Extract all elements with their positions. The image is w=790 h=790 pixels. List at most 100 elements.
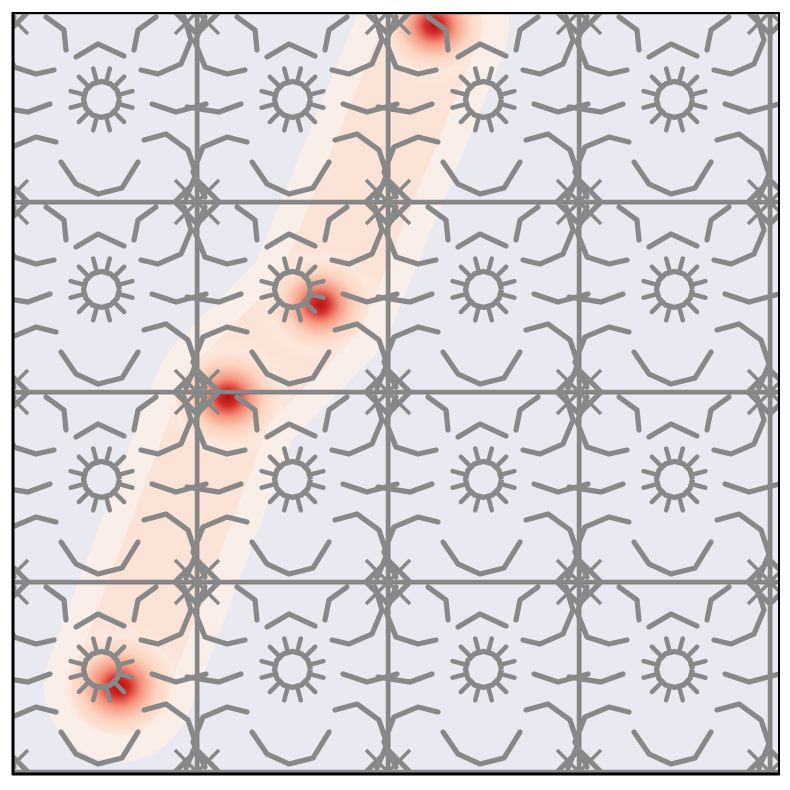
- framework-bond: [14, 204, 57, 267]
- cross-junction-icon: [173, 748, 221, 774]
- framework-bond: [322, 204, 350, 243]
- framework-bond: [646, 421, 700, 440]
- framework-bond: [375, 101, 435, 115]
- framework-bond: [646, 41, 700, 60]
- ring-motif-icon: [259, 446, 326, 513]
- framework-bond: [631, 159, 714, 197]
- framework-bond: [616, 584, 642, 623]
- framework-bond: [329, 14, 385, 77]
- framework-bond: [14, 134, 59, 200]
- framework-bond: [249, 539, 332, 577]
- framework-bond: [249, 349, 332, 387]
- cross-junction-icon: [364, 368, 412, 416]
- cross-junction-icon: [14, 558, 30, 606]
- framework-bond: [184, 671, 244, 685]
- framework-bond: [455, 231, 509, 250]
- cross-junction-icon: [173, 558, 221, 606]
- framework-bond: [646, 231, 700, 250]
- framework-bond: [520, 584, 576, 647]
- ring-motif-icon: [641, 636, 708, 703]
- framework-bond: [234, 204, 260, 243]
- framework-bond: [425, 204, 451, 243]
- ring-motif-icon: [259, 66, 326, 133]
- framework-bond: [513, 394, 541, 433]
- framework-bond: [14, 514, 59, 580]
- ring-motif-icon: [259, 636, 326, 703]
- framework-bond: [425, 584, 451, 623]
- cross-junction-icon: [555, 368, 603, 416]
- framework-bond: [455, 421, 509, 440]
- framework-bond: [375, 291, 435, 305]
- ring-motif-icon: [259, 256, 326, 323]
- framework-bond: [440, 159, 523, 197]
- framework-bond: [43, 204, 69, 243]
- cross-junction-icon: [364, 14, 412, 36]
- framework-bond: [704, 204, 732, 243]
- framework-bond: [425, 394, 451, 433]
- cross-junction-icon: [173, 14, 221, 36]
- framework-bond: [711, 14, 767, 77]
- cross-junction-icon: [746, 748, 778, 774]
- framework-bond: [722, 291, 778, 305]
- framework-bond: [322, 584, 350, 623]
- framework-bond: [722, 481, 778, 495]
- ring-motif-icon: [450, 66, 517, 133]
- framework-bond: [722, 671, 778, 685]
- cross-junction-icon: [555, 178, 603, 226]
- cross-junction-icon: [173, 368, 221, 416]
- cross-junction-icon: [746, 558, 778, 606]
- ring-motif-icon: [450, 256, 517, 323]
- framework-bond: [14, 101, 53, 115]
- framework-bond: [264, 611, 318, 630]
- ring-motif-icon: [68, 446, 135, 513]
- framework-bond: [616, 204, 642, 243]
- framework-bond: [58, 539, 141, 577]
- framework-bond: [264, 231, 318, 250]
- framework-bond: [234, 14, 260, 53]
- framework-bond: [329, 584, 385, 647]
- cross-junction-icon: [14, 178, 30, 226]
- framework-bond: [455, 611, 509, 630]
- framework-bond: [43, 394, 69, 433]
- framework-bond: [14, 671, 53, 685]
- framework-bond: [711, 204, 767, 267]
- framework-bond: [520, 204, 576, 267]
- framework-bond: [375, 481, 435, 495]
- framework-bond: [520, 14, 576, 77]
- framework-bond: [513, 204, 541, 243]
- framework-bond: [711, 584, 767, 647]
- framework-bond: [616, 394, 642, 433]
- framework-bond: [131, 14, 159, 53]
- density-halo-core: [71, 14, 482, 735]
- ring-motif-icon: [641, 66, 708, 133]
- framework-bond: [14, 14, 57, 77]
- cross-junction-icon: [746, 368, 778, 416]
- ring-motif-icon: [450, 636, 517, 703]
- framework-bond: [138, 14, 194, 77]
- framework-bond: [14, 481, 53, 495]
- cross-junction-icon: [364, 748, 412, 774]
- framework-bond: [14, 584, 57, 647]
- ring-motif-icon: [68, 636, 135, 703]
- framework-bond: [375, 671, 435, 685]
- framework-bond: [513, 14, 541, 53]
- framework-bond: [704, 584, 732, 623]
- framework-bond: [440, 729, 523, 767]
- cross-junction-icon: [555, 748, 603, 774]
- framework-bond: [14, 394, 57, 457]
- framework-bond: [131, 394, 159, 433]
- cross-junction-icon: [555, 558, 603, 606]
- framework-bond: [58, 729, 141, 767]
- framework-bond: [58, 159, 141, 197]
- framework-bond: [14, 324, 59, 390]
- framework-bond: [322, 394, 350, 433]
- framework-bond: [631, 539, 714, 577]
- framework-bond: [138, 204, 194, 267]
- cross-junction-icon: [14, 368, 30, 416]
- ring-motif-icon: [641, 256, 708, 323]
- framework-bond: [566, 671, 626, 685]
- framework-bond: [184, 481, 244, 495]
- framework-bond: [520, 394, 576, 457]
